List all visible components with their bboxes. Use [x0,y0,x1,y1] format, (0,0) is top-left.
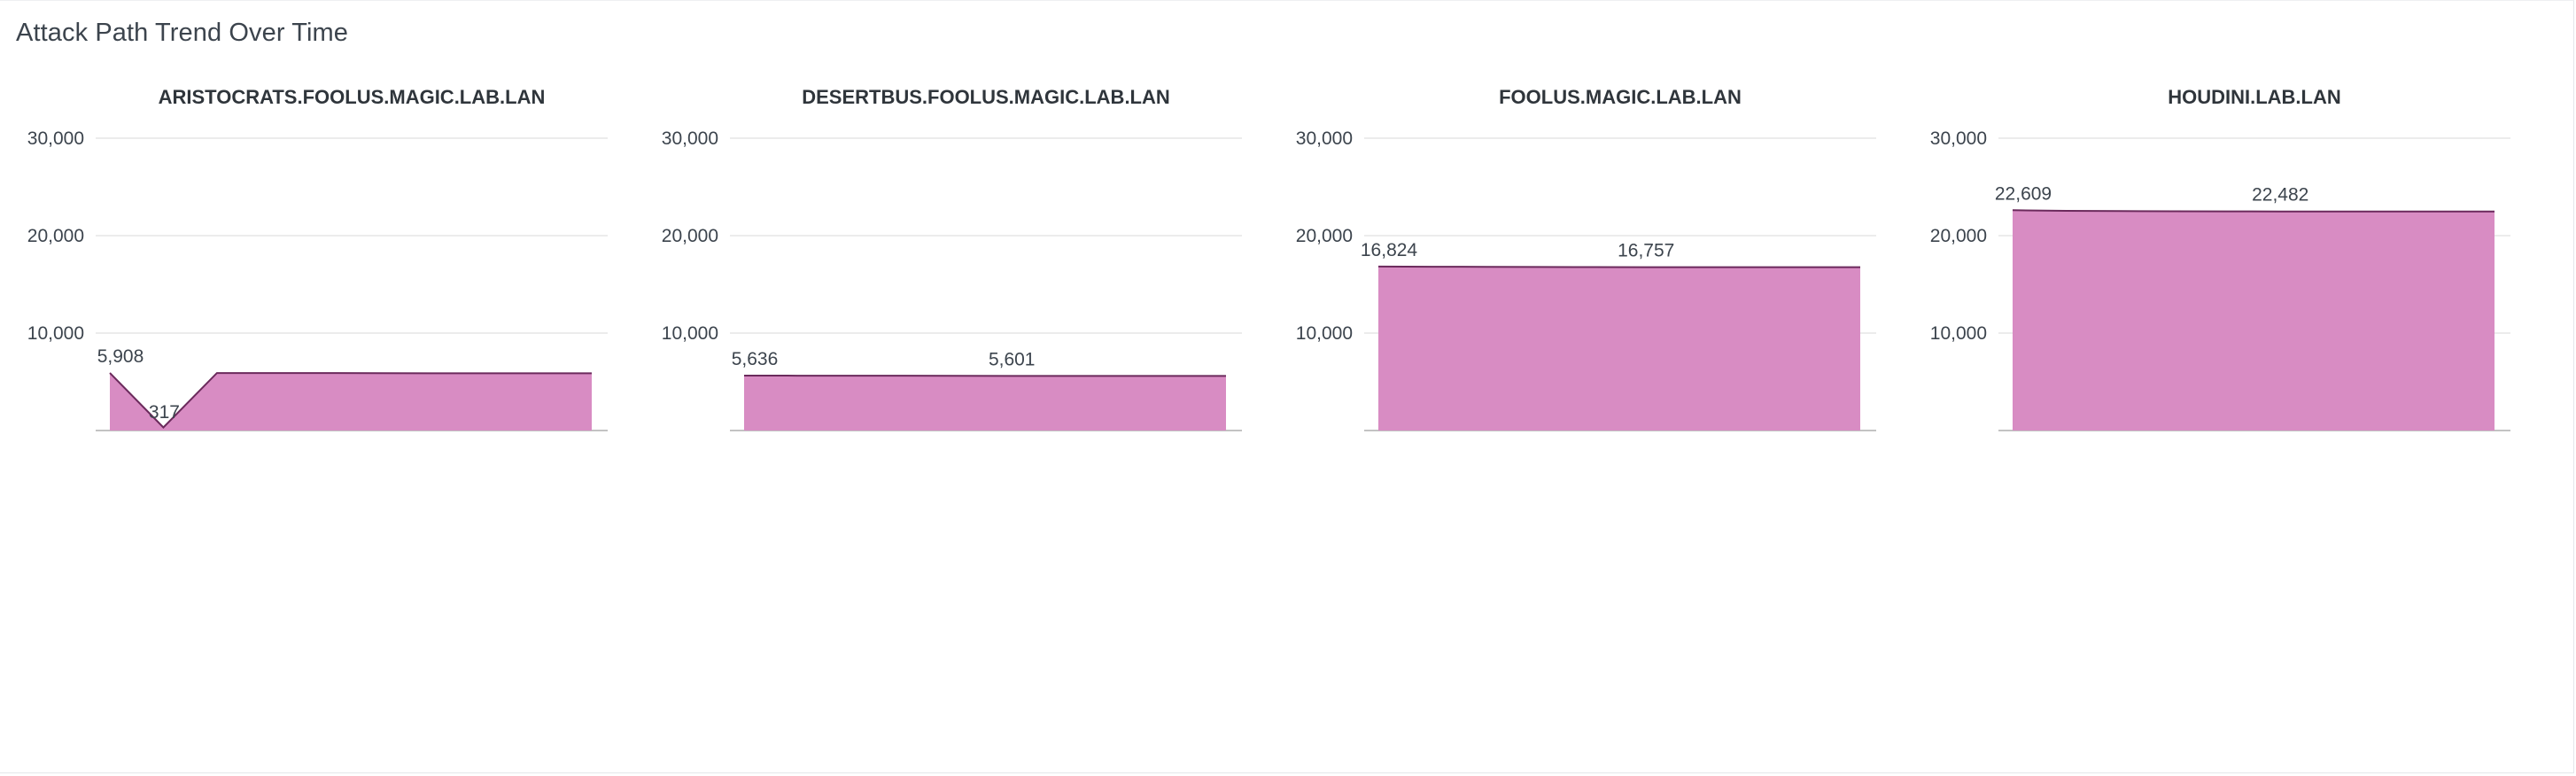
data-label: 317 [149,402,180,423]
series-line [1377,265,1860,268]
data-label: 5,636 [732,349,779,369]
chart-title: FOOLUS.MAGIC.LAB.LAN [1499,86,1742,108]
small-multiple-chart: ARISTOCRATS.FOOLUS.MAGIC.LAB.LAN 10,000 20… [27,86,608,431]
small-multiple-chart: HOUDINI.LAB.LAN 10,000 20,000 30,000 22,609 2… [1930,86,2510,431]
y-tick-label: 20,000 [662,226,718,246]
data-label: 16,824 [1361,240,1418,260]
y-tick-label: 20,000 [1930,226,1987,246]
data-point [1646,267,1647,268]
data-point [538,373,539,374]
data-label: 5,601 [989,349,1036,369]
y-tick-label: 10,000 [1296,323,1353,344]
series-line [109,372,592,429]
y-tick-label: 30,000 [27,128,84,149]
data-point [1485,267,1486,268]
data-point [1539,267,1540,268]
data-point [2387,211,2388,212]
y-tick-label: 30,000 [1296,128,1353,149]
data-point [1592,267,1593,268]
data-point [2440,211,2441,212]
y-tick-label: 10,000 [27,323,84,344]
data-point [1378,266,1379,267]
data-point [110,373,111,374]
data-point [377,373,378,374]
data-point [2280,211,2281,212]
data-point [163,427,164,428]
data-label: 22,482 [2252,185,2308,206]
y-tick-label: 30,000 [1930,128,1987,149]
data-point [2333,211,2334,212]
data-point [2119,211,2120,212]
series-area [1378,266,1860,431]
y-tick-label: 10,000 [662,323,718,344]
data-point [1699,267,1700,268]
data-point [1753,267,1754,268]
data-label: 22,609 [1995,183,2052,204]
y-tick-label: 20,000 [27,226,84,246]
chart-title: HOUDINI.LAB.LAN [2168,86,2341,108]
series-line [2012,209,2495,213]
panel-title: Attack Path Trend Over Time [16,19,349,47]
data-point [2173,211,2174,212]
data-point [2066,210,2067,211]
data-point [2226,211,2227,212]
y-tick-label: 30,000 [662,128,718,149]
small-multiple-chart: DESERTBUS.FOOLUS.MAGIC.LAB.LAN 10,000 20,0… [662,86,1242,431]
data-point [1860,267,1861,268]
data-point [592,373,593,374]
series-area [110,373,592,431]
data-point [1806,267,1807,268]
small-multiple-chart: FOOLUS.MAGIC.LAB.LAN 10,000 20,000 30,000 16… [1296,86,1876,431]
chart-title: DESERTBUS.FOOLUS.MAGIC.LAB.LAN [802,86,1170,108]
y-tick-label: 10,000 [1930,323,1987,344]
y-tick-label: 20,000 [1296,226,1353,246]
data-label: 5,908 [97,346,144,367]
data-label: 16,757 [1618,241,1674,261]
series-area [2013,210,2495,431]
data-point [323,373,324,374]
series-area [744,376,1226,431]
data-point [270,373,271,374]
data-point [216,373,217,374]
chart-title: ARISTOCRATS.FOOLUS.MAGIC.LAB.LAN [159,86,546,108]
